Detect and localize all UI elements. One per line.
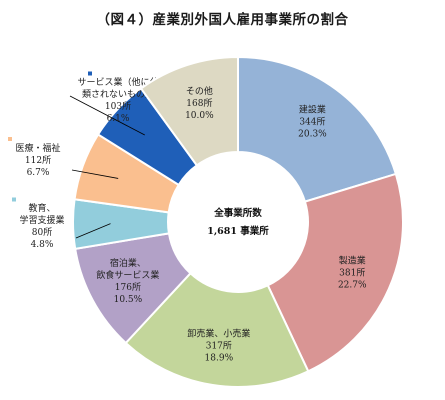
leader-line-5	[71, 169, 119, 179]
legend-marker-5	[8, 137, 12, 141]
slice-label-3-0: 宿泊業、	[110, 257, 146, 269]
slice-label-7-0: その他	[186, 85, 213, 97]
slice-1	[266, 172, 404, 373]
slice-label-4-0: 教育、	[28, 202, 55, 214]
center-label-1: 1,681 事業所	[207, 225, 269, 237]
slice-label-5-1: 112所	[25, 155, 51, 166]
center-label-0: 全事業所数	[213, 207, 262, 219]
slice-label-2-0: 卸売業、小売業	[187, 328, 250, 340]
slice-label-6-0: サービス業（他に分	[77, 76, 158, 88]
slice-label-5-2: 6.7%	[27, 168, 50, 178]
slice-label-2-2: 18.9%	[205, 354, 234, 364]
slice-label-0-0: 建設業	[299, 104, 326, 116]
slice-label-4-1: 学習支援業	[19, 214, 64, 226]
chart-title: （図４）産業別外国人雇用事業所の割合	[96, 12, 349, 28]
slice-label-3-1: 飲食サービス業	[96, 269, 159, 281]
legend-marker-6	[88, 71, 92, 76]
slice-label-7-2: 10.0%	[185, 111, 214, 121]
slice-label-7-1: 168所	[186, 98, 212, 109]
slice-label-3-3: 10.5%	[114, 295, 143, 305]
slice-label-4-3: 4.8%	[31, 240, 54, 250]
slice-label-0-2: 20.3%	[298, 130, 327, 140]
slice-label-5-0: 医療・福祉	[15, 142, 60, 154]
slice-label-6-2: 103所	[105, 101, 131, 112]
slice-label-4-2: 80所	[32, 227, 52, 238]
legend-marker-4	[12, 197, 16, 202]
slice-7	[139, 55, 239, 167]
slice-label-6-3: 6.1%	[107, 114, 130, 124]
slice-label-6-1: 類されないもの）	[82, 89, 154, 100]
slice-label-2-1: 317所	[206, 341, 232, 352]
slice-2	[124, 271, 310, 388]
slice-label-1-0: 製造業	[339, 255, 366, 267]
slice-label-0-1: 344所	[299, 117, 325, 128]
leader-line-4	[75, 223, 111, 239]
slice-label-1-1: 381所	[339, 268, 365, 279]
leader-line-6	[69, 95, 145, 136]
slice-label-3-2: 176所	[115, 282, 141, 293]
slice-0	[237, 55, 398, 203]
slice-label-1-2: 22.7%	[338, 281, 367, 291]
